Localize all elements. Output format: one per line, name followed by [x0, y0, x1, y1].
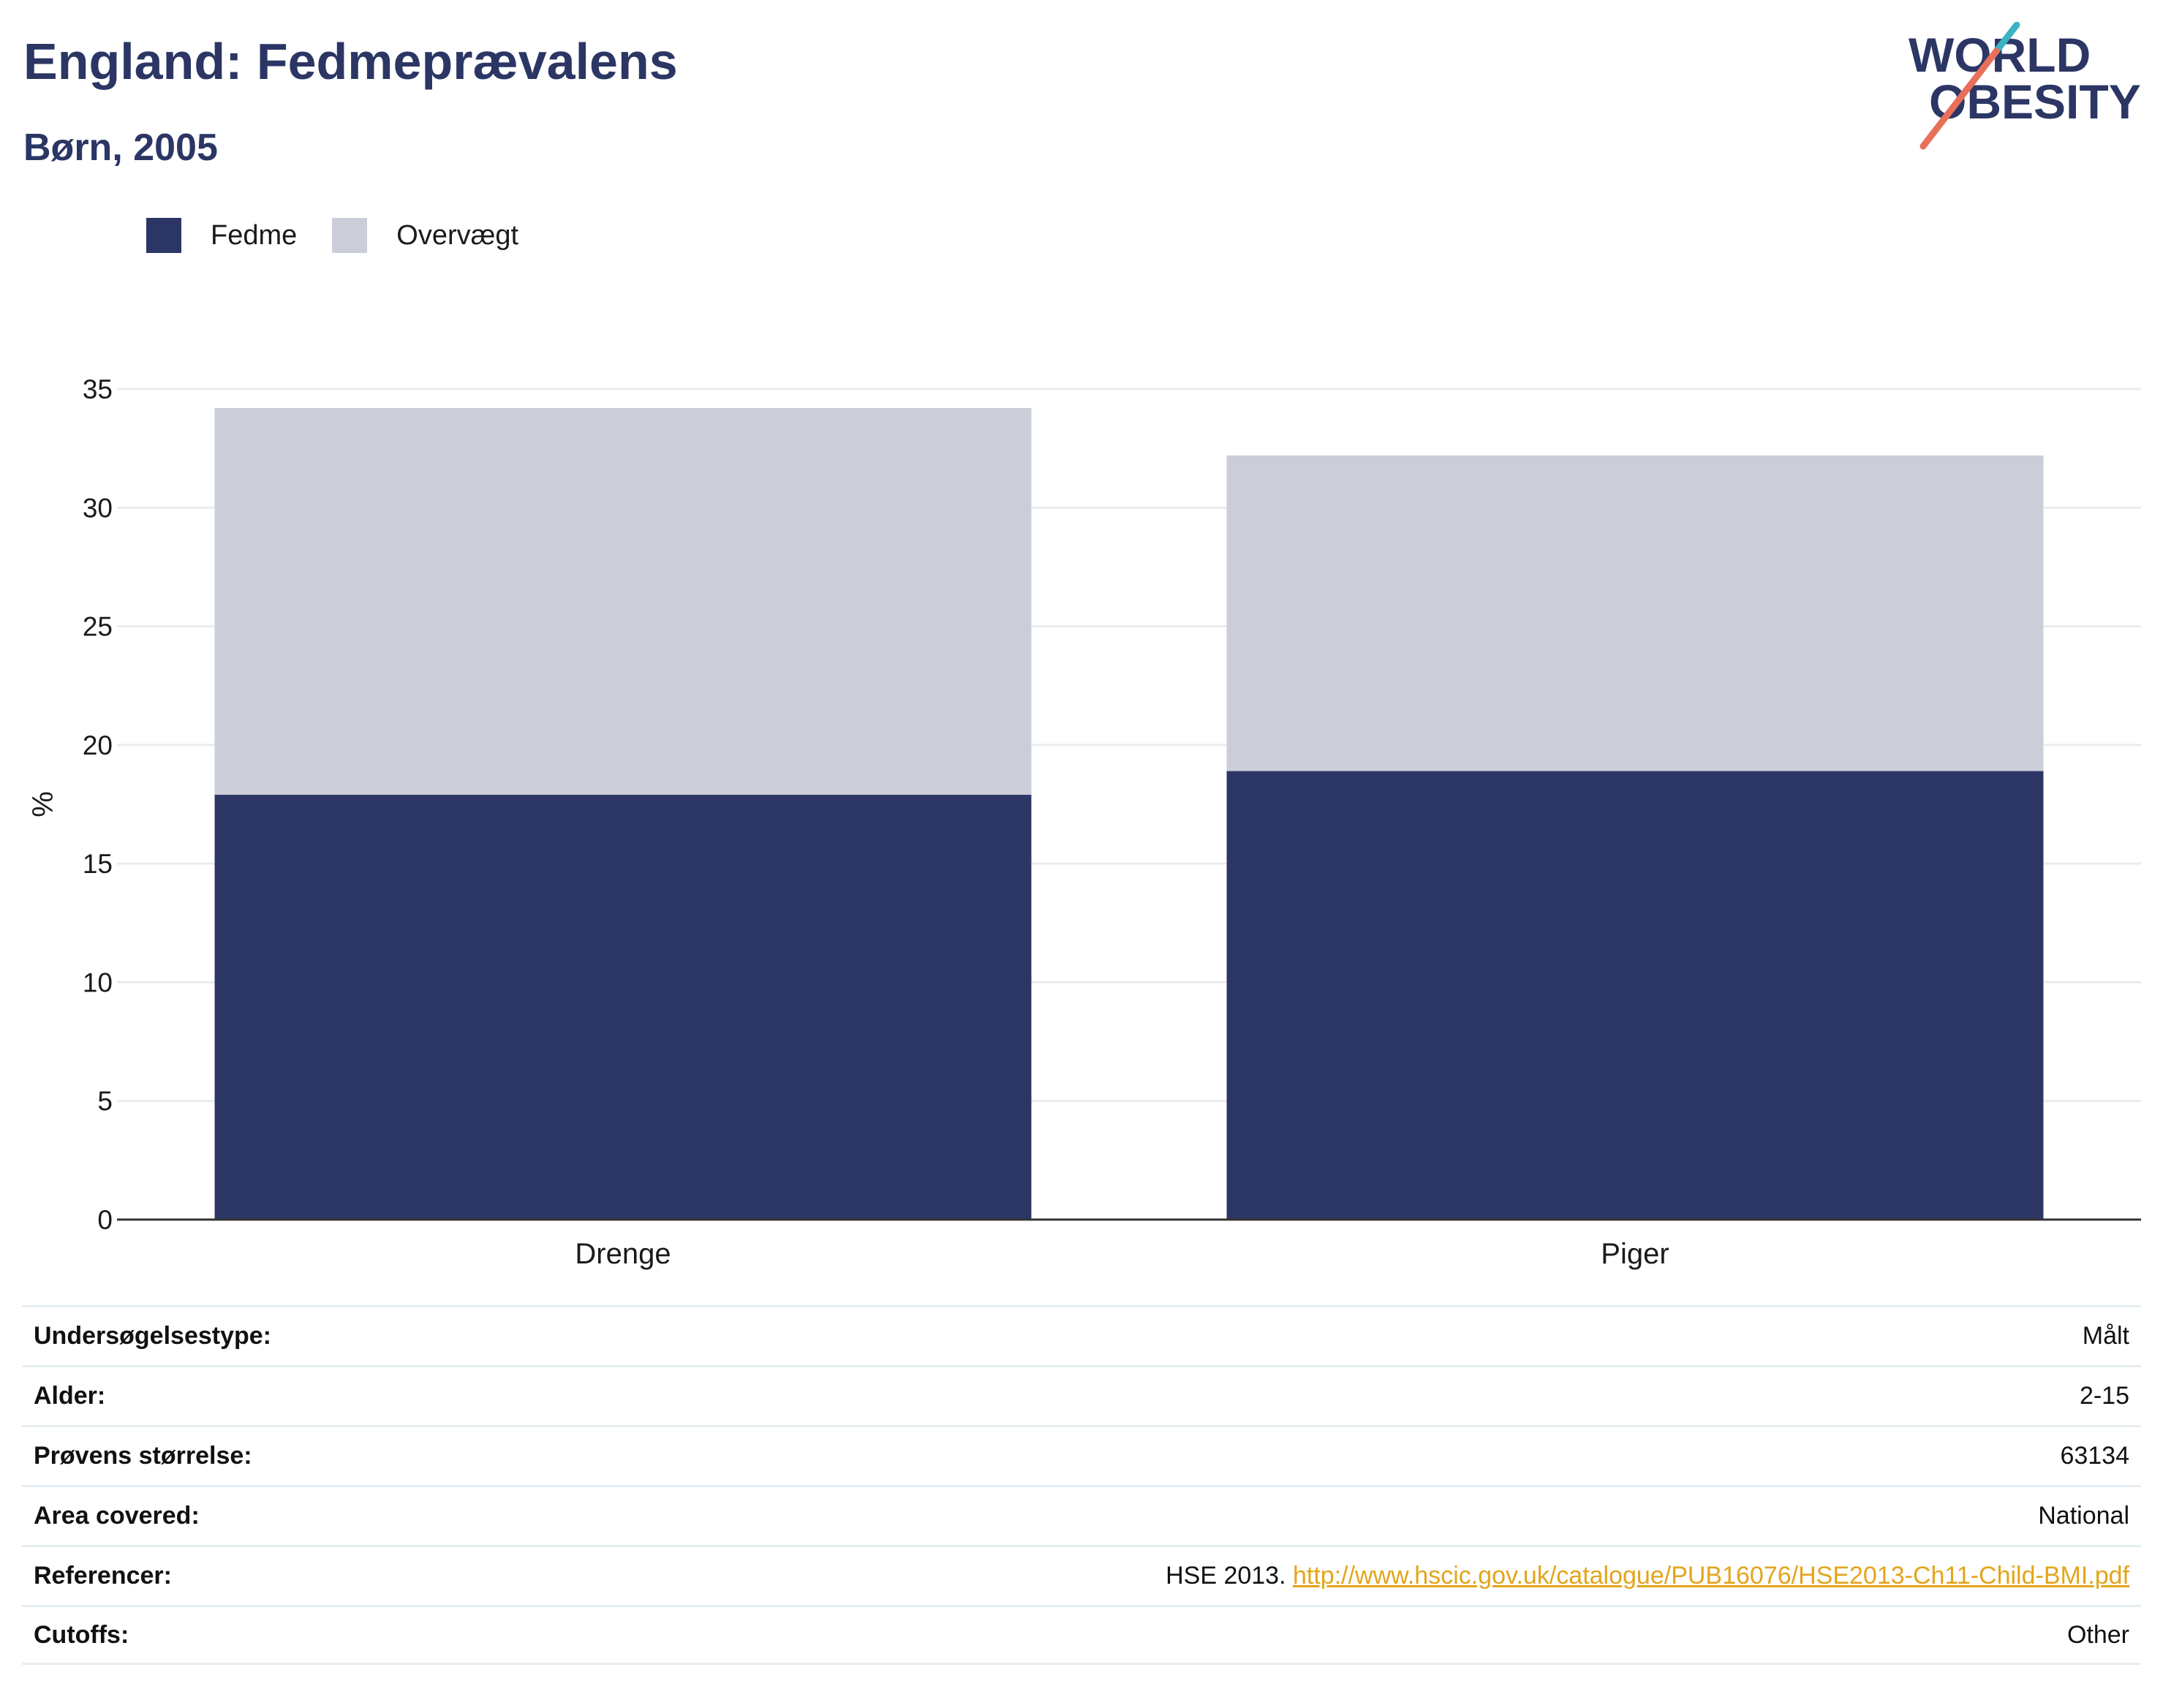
- logo-slash-teal: [1993, 22, 2020, 55]
- legend-swatch-overvaegt: [332, 218, 368, 253]
- bar-overvaegt-piger: [1226, 455, 2044, 771]
- metadata-table: Undersøgelsestype: Målt Alder: 2-15 Prøv…: [22, 1305, 2141, 1665]
- meta-row-cutoffs: Cutoffs: Other: [22, 1605, 2141, 1665]
- meta-value: 63134: [2060, 1442, 2129, 1470]
- legend-label-fedme: Fedme: [211, 219, 298, 251]
- chart-title: England: Fedmeprævalens: [23, 33, 678, 90]
- meta-row-area-covered: Area covered: National: [22, 1485, 2141, 1545]
- y-axis-label: %: [27, 791, 59, 817]
- meta-label: Cutoffs:: [34, 1620, 129, 1649]
- meta-value: National: [2038, 1502, 2129, 1530]
- bar-fedme-piger: [1226, 771, 2044, 1220]
- meta-label: Prøvens størrelse:: [34, 1442, 252, 1470]
- reference-link[interactable]: http://www.hscic.gov.uk/catalogue/PUB160…: [1293, 1562, 2129, 1590]
- y-tick-label: 15: [83, 849, 113, 879]
- bar-fedme-drenge: [214, 795, 1032, 1220]
- legend-swatch-fedme: [146, 218, 181, 253]
- meta-value-reference: HSE 2013. http://www.hscic.gov.uk/catalo…: [1166, 1562, 2129, 1590]
- world-obesity-logo: WORLD OBESITY: [1909, 22, 2141, 150]
- logo-slash-coral: [1919, 48, 2000, 150]
- x-tick-label: Drenge: [575, 1238, 671, 1270]
- y-tick-label: 20: [83, 730, 113, 760]
- meta-row-age: Alder: 2-15: [22, 1365, 2141, 1425]
- y-tick-label: 5: [97, 1087, 113, 1116]
- bar-chart: 0 5 10 15 20 25 30 35% Drenge Piger: [27, 374, 2141, 1270]
- meta-value: Målt: [2082, 1322, 2129, 1350]
- meta-label: Undersøgelsestype:: [34, 1322, 271, 1350]
- y-tick-label: 35: [83, 374, 113, 404]
- y-tick-label: 30: [83, 493, 113, 523]
- x-tick-label: Piger: [1601, 1238, 1669, 1270]
- meta-label: Referencer:: [34, 1562, 172, 1590]
- reference-text: HSE 2013.: [1166, 1562, 1286, 1590]
- chart-subtitle: Børn, 2005: [23, 126, 218, 169]
- meta-row-references: Referencer: HSE 2013. http://www.hscic.g…: [22, 1545, 2141, 1605]
- legend-label-overvaegt: Overvægt: [396, 219, 519, 251]
- legend-item-overvaegt[interactable]: Overvægt: [332, 218, 518, 253]
- bar-overvaegt-drenge: [214, 407, 1032, 796]
- logo-text-obesity: OBESITY: [1929, 75, 2141, 129]
- y-tick-label: 10: [83, 967, 113, 997]
- logo-text-world: WORLD: [1909, 28, 2091, 82]
- legend-item-fedme[interactable]: Fedme: [146, 218, 297, 253]
- y-tick-label: 25: [83, 612, 113, 642]
- meta-label: Area covered:: [34, 1502, 200, 1530]
- meta-value: Other: [2066, 1620, 2129, 1649]
- meta-row-survey-type: Undersøgelsestype: Målt: [22, 1305, 2141, 1365]
- y-tick-label: 0: [97, 1205, 113, 1235]
- chart-legend: Fedme Overvægt: [146, 218, 554, 253]
- meta-row-sample-size: Prøvens størrelse: 63134: [22, 1425, 2141, 1485]
- meta-label: Alder:: [34, 1382, 106, 1410]
- meta-value: 2-15: [2079, 1382, 2129, 1410]
